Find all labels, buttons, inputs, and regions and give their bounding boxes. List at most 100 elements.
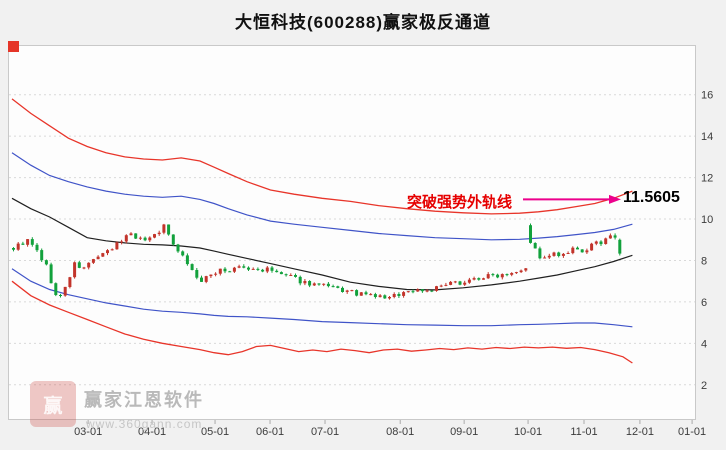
candle-body xyxy=(148,237,152,241)
candle-body xyxy=(369,294,373,296)
candle-body xyxy=(218,268,222,274)
candle-body xyxy=(294,275,297,277)
candle-body xyxy=(167,224,171,235)
candle-body xyxy=(106,250,109,254)
candle-body xyxy=(392,294,396,297)
candle-body xyxy=(26,239,30,245)
candle-body xyxy=(185,255,189,265)
x-axis-label: 12-01 xyxy=(626,426,654,438)
candle-body xyxy=(458,281,462,285)
candle-body xyxy=(232,267,236,272)
candle-body xyxy=(449,281,453,285)
candle-body xyxy=(472,278,476,280)
candle-body xyxy=(482,278,485,280)
watermark-brand: 赢家江恩软件 xyxy=(84,390,204,410)
candle-body xyxy=(543,257,547,259)
candle-body xyxy=(378,295,382,298)
candle-body xyxy=(214,273,218,275)
candle-body xyxy=(16,243,20,250)
candle-body xyxy=(279,272,283,275)
candle-body xyxy=(336,286,340,288)
candle-body xyxy=(594,241,598,244)
candle-body xyxy=(73,262,77,278)
candle-body xyxy=(270,267,274,271)
candle-body xyxy=(561,253,565,256)
candle-body xyxy=(289,275,293,276)
candle-body xyxy=(138,237,142,239)
candle-body xyxy=(68,277,72,287)
candle-body xyxy=(91,259,95,263)
candle-body xyxy=(590,243,594,251)
candle-body xyxy=(312,283,316,286)
candle-body xyxy=(322,283,326,285)
candle-body xyxy=(350,290,354,292)
candle-body xyxy=(120,241,124,243)
y-axis-label: 14 xyxy=(701,131,713,143)
annotation-arrowhead xyxy=(609,194,621,204)
candle-body xyxy=(35,244,39,251)
candle-body xyxy=(96,256,100,260)
candle-body xyxy=(129,233,133,236)
candle-body xyxy=(63,286,67,296)
candle-body xyxy=(406,291,410,293)
candle-body xyxy=(247,267,250,270)
candle-body xyxy=(204,276,208,282)
x-axis-label: 03-01 xyxy=(74,426,102,438)
candle-body xyxy=(500,274,504,278)
candle-body xyxy=(209,274,213,277)
candle-body xyxy=(157,232,161,235)
candle-body xyxy=(345,290,349,292)
candle-body xyxy=(580,249,584,253)
candle-body xyxy=(40,250,44,261)
candle-body xyxy=(467,279,471,283)
candle-body xyxy=(430,290,434,292)
candle-body xyxy=(425,290,429,292)
candle-body xyxy=(444,284,448,286)
candle-body xyxy=(529,225,532,243)
candle-body xyxy=(383,295,387,299)
y-axis-label: 10 xyxy=(701,214,713,226)
candle-body xyxy=(402,292,406,296)
candle-body xyxy=(228,271,232,273)
candle-body xyxy=(585,250,589,253)
x-axis-label: 09-01 xyxy=(450,426,478,438)
candle-body xyxy=(77,262,81,268)
candle-body xyxy=(134,233,138,239)
candle-body xyxy=(618,239,622,254)
candle-body xyxy=(21,243,25,245)
breakout-annotation-label: 突破强势外轨线 xyxy=(407,194,513,211)
channel-line-middle xyxy=(11,197,633,291)
candle-body xyxy=(463,282,467,285)
candle-body xyxy=(251,268,255,270)
candle-body xyxy=(519,270,523,273)
candle-body xyxy=(477,278,481,280)
candle-body xyxy=(49,264,53,284)
candle-body xyxy=(242,266,246,268)
candle-body xyxy=(416,289,420,292)
candle-body xyxy=(331,286,335,288)
candle-body xyxy=(153,234,156,238)
candle-body xyxy=(608,235,612,239)
y-axis-label: 12 xyxy=(701,173,713,185)
candle-body xyxy=(373,294,377,297)
candle-body xyxy=(298,276,302,284)
x-axis-label: 04-01 xyxy=(138,426,166,438)
candle-body xyxy=(547,255,551,258)
y-axis-label: 16 xyxy=(701,90,713,102)
x-axis-label: 05-01 xyxy=(201,426,229,438)
candle-body xyxy=(171,234,175,245)
channel-line-lower-outer xyxy=(11,280,633,364)
candle-body xyxy=(411,291,415,293)
candle-body xyxy=(599,241,603,245)
watermark-logo: 赢 xyxy=(30,381,76,427)
candle-body xyxy=(143,237,147,241)
candle-body xyxy=(510,273,514,275)
candle-body xyxy=(341,287,344,292)
candle-body xyxy=(124,235,128,242)
candle-body xyxy=(44,260,48,265)
y-axis-label: 2 xyxy=(701,380,707,392)
corner-marker-square xyxy=(8,41,19,52)
x-axis-label: 01-01 xyxy=(678,426,706,438)
candle-body xyxy=(317,283,321,285)
candle-body xyxy=(491,274,495,276)
